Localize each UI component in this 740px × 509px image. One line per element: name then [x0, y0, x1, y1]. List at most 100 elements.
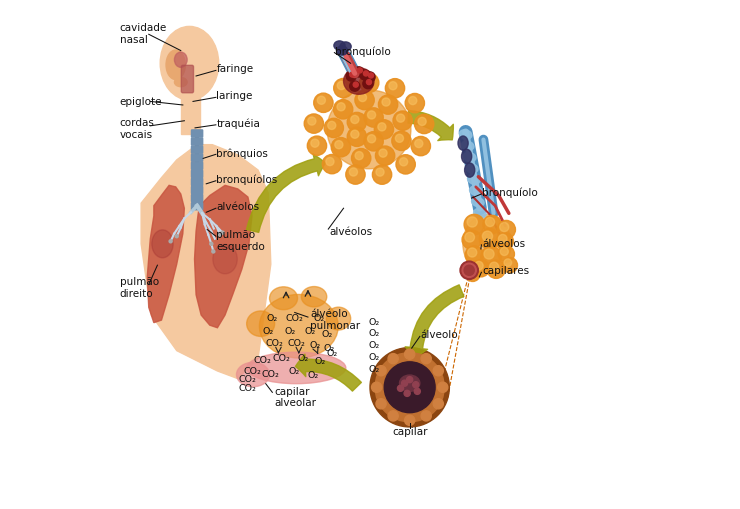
Circle shape [375, 147, 394, 166]
Circle shape [334, 100, 353, 120]
Ellipse shape [462, 142, 474, 151]
Text: O₂: O₂ [369, 329, 380, 337]
Circle shape [369, 74, 374, 79]
Circle shape [484, 249, 494, 260]
Circle shape [465, 246, 483, 265]
Ellipse shape [465, 163, 475, 178]
Circle shape [314, 94, 333, 113]
Circle shape [405, 415, 414, 426]
Polygon shape [147, 186, 184, 323]
Circle shape [378, 124, 386, 132]
Circle shape [364, 108, 383, 128]
Circle shape [406, 94, 425, 114]
Text: álveolos: álveolos [482, 238, 525, 248]
Circle shape [209, 243, 213, 246]
Circle shape [400, 158, 408, 166]
Circle shape [364, 132, 383, 152]
Text: O₂: O₂ [297, 354, 309, 362]
Circle shape [317, 97, 326, 105]
Circle shape [212, 250, 215, 253]
FancyArrowPatch shape [406, 285, 464, 358]
Circle shape [499, 235, 507, 244]
Circle shape [360, 71, 370, 81]
FancyBboxPatch shape [192, 131, 203, 138]
Circle shape [368, 111, 376, 120]
Text: cordas
vocais: cordas vocais [120, 118, 155, 139]
Circle shape [351, 131, 359, 139]
Circle shape [393, 112, 412, 131]
Ellipse shape [269, 287, 297, 310]
Text: CO₂: CO₂ [253, 355, 271, 364]
Circle shape [480, 229, 500, 249]
Circle shape [169, 240, 172, 243]
Circle shape [358, 94, 366, 102]
FancyArrowPatch shape [246, 155, 326, 233]
Ellipse shape [460, 130, 472, 140]
Ellipse shape [462, 150, 471, 164]
FancyArrowPatch shape [295, 354, 361, 391]
Circle shape [467, 269, 474, 276]
Text: faringe: faringe [216, 64, 254, 74]
Circle shape [375, 353, 444, 422]
Circle shape [391, 132, 411, 151]
Circle shape [370, 348, 449, 427]
Circle shape [465, 268, 480, 282]
Circle shape [472, 260, 490, 277]
Text: pulmão
esquerdo: pulmão esquerdo [216, 230, 265, 251]
FancyBboxPatch shape [192, 171, 203, 178]
Circle shape [337, 82, 346, 91]
Circle shape [405, 349, 414, 359]
Circle shape [402, 380, 408, 386]
Ellipse shape [468, 176, 480, 185]
Ellipse shape [327, 91, 411, 169]
Circle shape [408, 97, 417, 105]
Text: álveolo: álveolo [421, 330, 459, 340]
Circle shape [376, 399, 386, 409]
Text: álvéolo
pulmonar: álvéolo pulmonar [310, 308, 360, 330]
Text: O₂: O₂ [309, 340, 320, 349]
Text: capilar
alveolar: capilar alveolar [275, 386, 317, 407]
Circle shape [379, 150, 387, 158]
Ellipse shape [175, 78, 187, 88]
Circle shape [467, 217, 477, 228]
Circle shape [465, 233, 474, 243]
Circle shape [433, 366, 443, 376]
Ellipse shape [246, 312, 275, 337]
Circle shape [175, 235, 178, 238]
FancyBboxPatch shape [192, 163, 203, 170]
Circle shape [487, 261, 505, 279]
Text: CO₂: CO₂ [287, 338, 305, 347]
Ellipse shape [340, 43, 352, 52]
Ellipse shape [462, 215, 511, 273]
Circle shape [485, 218, 494, 227]
Circle shape [437, 382, 448, 392]
Text: laringe: laringe [216, 91, 253, 101]
Circle shape [490, 263, 499, 272]
Text: O₂: O₂ [369, 364, 380, 373]
Text: brônquios: brônquios [216, 148, 269, 158]
Circle shape [481, 247, 501, 267]
Circle shape [360, 74, 379, 93]
Text: alvéolos: alvéolos [329, 227, 372, 237]
Text: O₂: O₂ [307, 371, 319, 379]
Circle shape [396, 155, 415, 175]
Circle shape [347, 113, 366, 132]
Circle shape [395, 135, 403, 143]
Text: bronquíolo: bronquíolo [482, 187, 538, 198]
Circle shape [323, 155, 342, 175]
Circle shape [311, 140, 319, 148]
Circle shape [502, 258, 517, 273]
FancyBboxPatch shape [181, 87, 200, 135]
Circle shape [324, 119, 343, 138]
Text: O₂: O₂ [266, 313, 278, 322]
Circle shape [218, 234, 221, 237]
Text: O₂: O₂ [321, 330, 332, 338]
Circle shape [397, 115, 405, 123]
Circle shape [384, 362, 435, 413]
Circle shape [376, 168, 384, 177]
Text: epiglote: epiglote [120, 97, 162, 107]
Text: CO₂: CO₂ [272, 354, 290, 362]
Circle shape [500, 248, 508, 256]
FancyBboxPatch shape [192, 179, 203, 186]
Text: CO₂: CO₂ [243, 367, 261, 376]
